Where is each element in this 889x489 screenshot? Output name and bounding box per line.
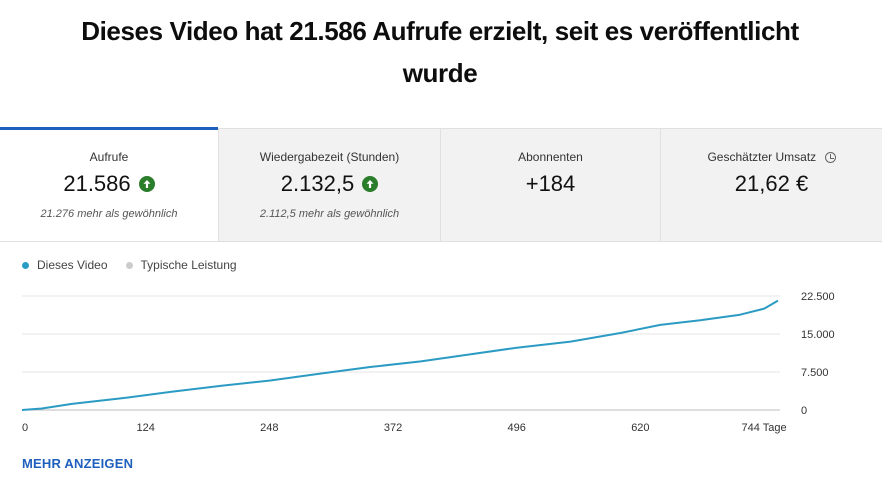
tab-value-row: 21.586 xyxy=(0,171,218,197)
legend-item-typical[interactable]: Typische Leistung xyxy=(125,258,237,272)
tab-value-row: 21,62 € xyxy=(661,171,882,197)
legend-item-this-video[interactable]: Dieses Video xyxy=(22,258,108,272)
tab-title: Abonnenten xyxy=(518,150,583,164)
tab-value-row: 2.132,5 xyxy=(219,171,440,197)
views-line-chart: 0 7.500 15.000 22.500 0 124 248 372 496 620 744 T… xyxy=(21,291,835,434)
tab-title: Wiedergabezeit (Stunden) xyxy=(259,150,400,164)
show-more-link[interactable]: MEHR ANZEIGEN xyxy=(22,456,134,471)
tab-title: Aufrufe xyxy=(89,150,129,164)
legend-dot-icon xyxy=(125,261,133,269)
tab-title-row: Geschätzter Umsatz xyxy=(661,150,882,164)
tab-value: 2.132,5 xyxy=(280,171,355,196)
x-tick-label: 496 xyxy=(508,422,526,434)
chart-x-axis: 0 124 248 372 496 620 744 Tage xyxy=(22,422,787,434)
tab-umsatz[interactable]: Geschätzter Umsatz 21,62 € xyxy=(660,129,882,241)
arrow-up-icon xyxy=(362,176,379,192)
headline-line-2: wurde xyxy=(402,58,478,88)
chart-legend: Dieses Video Typische Leistung xyxy=(22,258,237,272)
legend-label: Dieses Video xyxy=(37,258,108,272)
tab-wiedergabezeit[interactable]: Wiedergabezeit (Stunden) 2.132,5 2.112,5… xyxy=(218,129,440,241)
x-tick-label: 744 Tage xyxy=(742,422,787,434)
tab-abonnenten[interactable]: Abonnenten +184 xyxy=(440,129,660,241)
chart-series xyxy=(21,299,779,411)
x-tick-label: 372 xyxy=(384,422,402,434)
metric-tabs: Aufrufe 21.586 21.276 mehr als gewöhnlic… xyxy=(0,127,882,242)
y-tick-label: 7.500 xyxy=(801,367,829,379)
chart-y-axis: 0 7.500 15.000 22.500 xyxy=(801,291,835,417)
x-tick-label: 620 xyxy=(631,422,649,434)
tab-subtext: 2.112,5 mehr als gewöhnlich xyxy=(259,208,400,220)
x-tick-label: 0 xyxy=(22,422,28,434)
series-line-this-video[interactable] xyxy=(21,299,779,411)
x-tick-label: 124 xyxy=(136,422,154,434)
page-headline: Dieses Video hat 21.586 Aufrufe erzielt,… xyxy=(0,10,880,94)
y-tick-label: 0 xyxy=(801,405,807,417)
y-tick-label: 15.000 xyxy=(801,329,835,341)
tab-value: +184 xyxy=(525,171,576,196)
tab-title: Geschätzter Umsatz xyxy=(707,150,817,164)
legend-label: Typische Leistung xyxy=(140,258,237,272)
legend-dot-icon xyxy=(22,261,29,269)
tab-value-row: +184 xyxy=(441,171,660,197)
y-tick-label: 22.500 xyxy=(801,291,835,303)
chart-gridlines xyxy=(22,295,780,411)
clock-icon xyxy=(824,152,836,163)
tab-value: 21.586 xyxy=(63,171,131,196)
x-tick-label: 248 xyxy=(260,422,278,434)
tab-aufrufe[interactable]: Aufrufe 21.586 21.276 mehr als gewöhnlic… xyxy=(0,127,218,241)
tab-value: 21,62 € xyxy=(734,171,809,196)
arrow-up-icon xyxy=(138,176,155,192)
headline-line-1: Dieses Video hat 21.586 Aufrufe erzielt,… xyxy=(81,16,799,46)
tab-subtext: 21.276 mehr als gewöhnlich xyxy=(40,208,178,220)
